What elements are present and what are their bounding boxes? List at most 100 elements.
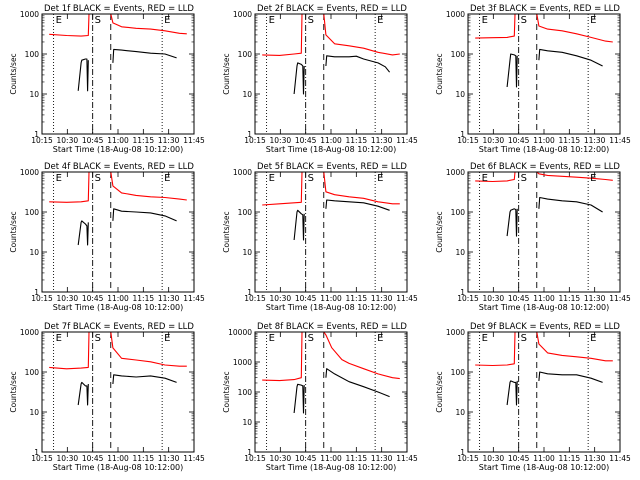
panel-7-series-2 <box>77 381 89 406</box>
panel-6-xlabel: Start Time (18-Aug-08 10:12:00) <box>479 303 610 312</box>
panel-7-ytick-label: 100 <box>25 368 40 377</box>
panel-5-title: Det 5f BLACK = Events, RED = LLD <box>257 162 407 172</box>
panel-7-ytick-label: 1 <box>34 448 39 457</box>
panel-2-series-2 <box>293 62 305 95</box>
panel-6-marker-label-4: E <box>590 173 596 184</box>
panel-9-ytick-label: 100 <box>451 368 466 377</box>
panel-3-xtick-label: 11:15 <box>559 136 581 145</box>
panel-6-ytick-label: 1000 <box>446 168 465 177</box>
panel-5-xtick-label: 10:45 <box>295 294 317 303</box>
panel-6-ytick-label: 100 <box>451 208 466 217</box>
panel-2: Det 2f BLACK = Events, RED = LLD 1 10 100 10… <box>222 4 418 154</box>
panel-5-xtick-label: 11:15 <box>346 294 368 303</box>
panel-9: Det 9f BLACK = Events, RED = LLD 1 10 100 10… <box>435 322 631 472</box>
panel-8-ytick-label: 100 <box>238 388 253 397</box>
panel-4-ytick-label: 1000 <box>20 168 39 177</box>
panel-2-series-1 <box>262 14 400 56</box>
panel-4-xtick-label: 11:00 <box>107 294 129 303</box>
panel-1-series-1 <box>49 14 187 37</box>
panel-8-series-3 <box>325 368 390 398</box>
panel-6-xtick-label: 10:45 <box>508 294 530 303</box>
panel-8-plot-area <box>262 332 400 452</box>
panel-8-xtick-label: 10:30 <box>270 454 292 463</box>
panel-1-marker-label-2: S <box>95 15 101 26</box>
panel-5-marker-label-4: E <box>377 173 383 184</box>
panel-1-xtick-label: 10:15 <box>31 136 53 145</box>
panel-4-series-3 <box>112 208 177 222</box>
panel-2-marker-label-2: S <box>308 15 314 26</box>
panel-3-frame <box>467 13 621 135</box>
panel-7-title: Det 7f BLACK = Events, RED = LLD <box>44 322 194 332</box>
panel-4-marker-label-1: E <box>56 173 62 184</box>
panel-1-plot-area <box>49 14 187 134</box>
panel-3: Det 3f BLACK = Events, RED = LLD 1 10 100 10… <box>435 4 631 154</box>
panel-1-ytick-label: 1000 <box>20 10 39 19</box>
panel-7-xtick-label: 11:15 <box>133 454 155 463</box>
panel-1-ylabel: Counts/sec <box>9 53 18 94</box>
panel-5-marker-label-2: S <box>308 173 314 184</box>
panel-8-ylabel: Counts/sec <box>222 371 231 412</box>
panel-4-ylabel: Counts/sec <box>9 211 18 252</box>
panel-4-xtick-label: 10:15 <box>31 294 53 303</box>
panel-5-xtick-label: 10:15 <box>244 294 266 303</box>
panel-8-xtick-label: 11:00 <box>320 454 342 463</box>
panel-7-series-1 <box>49 332 187 370</box>
panel-3-series-1 <box>475 14 613 43</box>
panel-1-xtick-label: 11:15 <box>133 136 155 145</box>
panel-9-marker-label-4: E <box>590 333 596 344</box>
panel-8: Det 8f BLACK = Events, RED = LLD 1 10 100 10… <box>222 322 418 472</box>
panel-4-series-1 <box>49 172 187 203</box>
panel-6-ylabel: Counts/sec <box>435 211 444 252</box>
panel-5-series-3 <box>325 199 390 211</box>
panel-6-ytick-label: 1 <box>460 288 465 297</box>
panel-8-marker-label-2: S <box>308 333 314 344</box>
panel-6-xtick-label: 11:45 <box>609 294 631 303</box>
panel-3-marker-label-4: E <box>590 15 596 26</box>
panel-6-xtick-label: 11:15 <box>559 294 581 303</box>
panel-8-frame <box>254 331 408 453</box>
panel-4-ytick-label: 10 <box>29 248 39 257</box>
panel-5-ytick-label: 100 <box>238 208 253 217</box>
panel-3-ylabel: Counts/sec <box>435 53 444 94</box>
panel-6: Det 6f BLACK = Events, RED = LLD 1 10 100 10… <box>435 162 631 312</box>
panel-4-xtick-label: 11:15 <box>133 294 155 303</box>
panel-7: Det 7f BLACK = Events, RED = LLD 1 10 100 10… <box>9 322 205 472</box>
panel-9-xtick-label: 11:45 <box>609 454 631 463</box>
panel-9-ytick-label: 10 <box>455 408 465 417</box>
panel-3-plot-area <box>475 14 613 134</box>
panel-4-xtick-label: 11:30 <box>158 294 180 303</box>
panel-4-xtick-label: 11:45 <box>183 294 205 303</box>
panel-2-marker-label-4: E <box>377 15 383 26</box>
panel-3-ytick-label: 10 <box>455 90 465 99</box>
panel-9-ylabel: Counts/sec <box>435 371 444 412</box>
panel-2-frame <box>254 13 408 135</box>
panel-2-xtick-label: 11:30 <box>371 136 393 145</box>
panel-7-ytick-label: 10 <box>29 408 39 417</box>
panel-3-ytick-label: 1000 <box>446 10 465 19</box>
panel-1-xtick-label: 11:00 <box>107 136 129 145</box>
panel-1-ytick-label: 100 <box>25 50 40 59</box>
panel-4-marker-label-2: S <box>95 173 101 184</box>
panel-9-series-2 <box>506 380 518 406</box>
panel-1-ytick-label: 1 <box>34 130 39 139</box>
panel-4-frame <box>41 171 195 293</box>
panel-8-ytick-label: 1000 <box>233 358 252 367</box>
panel-5-xtick-label: 10:30 <box>270 294 292 303</box>
panel-2-ytick-label: 100 <box>238 50 253 59</box>
panel-7-xlabel: Start Time (18-Aug-08 10:12:00) <box>53 463 184 472</box>
panel-3-series-2 <box>506 53 518 88</box>
panel-1-marker-label-1: E <box>56 15 62 26</box>
panel-9-xtick-label: 10:45 <box>508 454 530 463</box>
panel-8-marker-label-4: E <box>377 333 383 344</box>
panel-7-marker-label-4: E <box>164 333 170 344</box>
panel-7-series-3 <box>112 374 177 385</box>
panel-6-xtick-label: 11:00 <box>533 294 555 303</box>
panel-4-series-2 <box>77 220 89 246</box>
panel-7-ytick-label: 1000 <box>20 328 39 337</box>
panel-4: Det 4f BLACK = Events, RED = LLD 1 10 100 10… <box>9 162 205 312</box>
panel-4-title: Det 4f BLACK = Events, RED = LLD <box>44 162 194 172</box>
panel-6-ytick-label: 10 <box>455 248 465 257</box>
panel-6-xtick-label: 10:15 <box>457 294 479 303</box>
panel-7-marker-label-1: E <box>56 333 62 344</box>
